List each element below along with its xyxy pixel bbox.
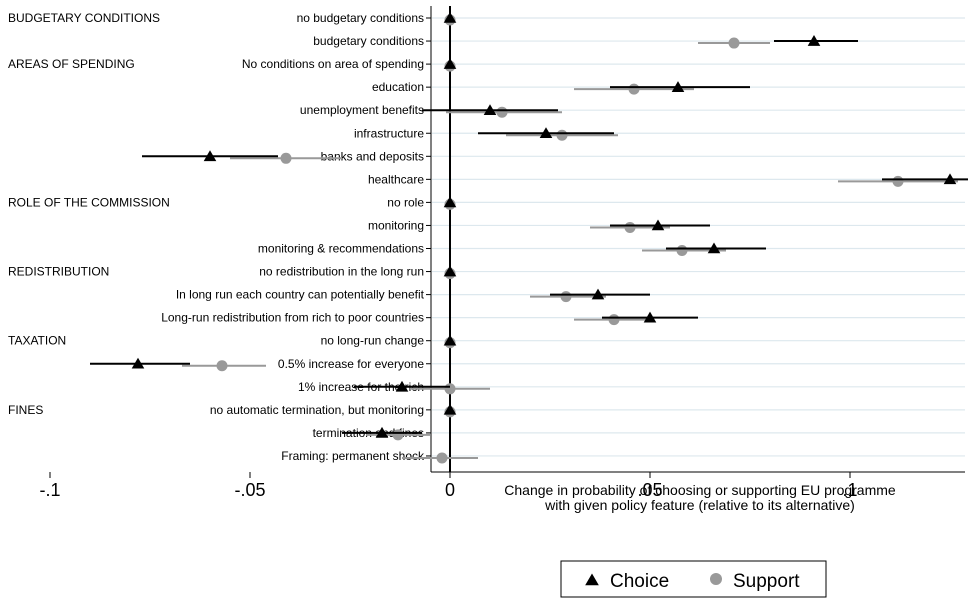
support-marker bbox=[216, 360, 228, 372]
category-label: no automatic termination, but monitoring bbox=[210, 403, 424, 417]
x-axis-title: Change in probability of choosing or sup… bbox=[504, 482, 896, 513]
category-label: budgetary conditions bbox=[313, 34, 424, 48]
support-marker bbox=[560, 291, 572, 303]
x-tick-label: 0 bbox=[445, 480, 455, 500]
category-label: Long-run redistribution from rich to poo… bbox=[161, 311, 424, 325]
choice-marker bbox=[443, 403, 457, 415]
support-marker bbox=[556, 129, 568, 141]
support-marker bbox=[496, 106, 508, 118]
choice-marker bbox=[443, 265, 457, 277]
x-tick-label: .1 bbox=[842, 480, 857, 500]
category-label: infrastructure bbox=[354, 126, 424, 140]
support-marker bbox=[392, 429, 404, 441]
choice-marker bbox=[443, 334, 457, 346]
category-label: no budgetary conditions bbox=[297, 11, 424, 25]
support-marker bbox=[608, 314, 620, 326]
category-label: no long-run change bbox=[321, 334, 425, 348]
choice-marker bbox=[443, 58, 457, 69]
x-axis-title-line: Change in probability of choosing or sup… bbox=[504, 482, 896, 498]
x-tick-label: .05 bbox=[637, 480, 662, 500]
category-label: education bbox=[372, 80, 424, 94]
support-marker bbox=[676, 245, 688, 256]
support-marker bbox=[892, 175, 904, 187]
group-label: BUDGETARY CONDITIONS bbox=[8, 11, 160, 25]
choice-marker bbox=[807, 35, 821, 46]
category-labels: no budgetary conditions budgetary conditi… bbox=[161, 11, 425, 463]
category-label: banks and deposits bbox=[321, 149, 424, 163]
group-label: AREAS OF SPENDING bbox=[8, 57, 135, 71]
legend: Choice Support bbox=[560, 560, 827, 598]
choice-marker bbox=[591, 288, 605, 300]
legend-choice-label: Choice bbox=[610, 571, 669, 592]
group-label: TAXATION bbox=[8, 334, 66, 348]
choice-marker bbox=[707, 242, 721, 254]
category-label: Framing: permanent shock bbox=[281, 449, 425, 463]
category-label: No conditions on area of spending bbox=[242, 57, 424, 71]
group-label: FINES bbox=[8, 403, 43, 417]
category-label: unemployment benefits bbox=[300, 103, 424, 117]
category-label: In long run each country can potentially… bbox=[176, 288, 425, 302]
choice-marker bbox=[643, 311, 657, 323]
choice-marker bbox=[539, 127, 553, 139]
choice-marker bbox=[395, 380, 409, 392]
choice-marker bbox=[943, 173, 957, 185]
legend-box bbox=[560, 560, 827, 598]
support-marker bbox=[444, 383, 456, 395]
legend-choice-marker bbox=[585, 573, 599, 586]
group-label: REDISTRIBUTION bbox=[8, 265, 109, 279]
support-marker bbox=[624, 221, 636, 233]
x-tick-label: -.1 bbox=[39, 480, 60, 500]
support-marker bbox=[628, 83, 640, 95]
x-axis-title-line: with given policy feature (relative to i… bbox=[544, 497, 855, 513]
choice-series bbox=[90, 12, 968, 438]
choice-marker bbox=[443, 12, 457, 23]
choice-marker bbox=[375, 426, 389, 438]
choice-marker bbox=[651, 219, 665, 231]
category-label: no redistribution in the long run bbox=[259, 265, 424, 279]
category-label: monitoring & recommendations bbox=[258, 242, 424, 256]
legend-support-marker bbox=[710, 573, 722, 585]
support-marker bbox=[728, 37, 740, 49]
choice-marker bbox=[671, 81, 685, 92]
support-marker bbox=[280, 152, 292, 164]
choice-marker bbox=[131, 357, 145, 369]
category-label: healthcare bbox=[368, 172, 424, 186]
category-label: no role bbox=[387, 195, 424, 209]
category-label: monitoring bbox=[368, 218, 424, 232]
choice-marker bbox=[483, 104, 497, 115]
choice-marker bbox=[443, 196, 457, 208]
choice-marker bbox=[203, 150, 217, 162]
category-label: 0.5% increase for everyone bbox=[278, 357, 424, 371]
group-labels: BUDGETARY CONDITIONS AREAS OF SPENDING ROL… bbox=[8, 11, 170, 417]
group-label: ROLE OF THE COMMISSION bbox=[8, 195, 170, 209]
x-tick-label: -.05 bbox=[234, 480, 265, 500]
support-marker bbox=[436, 452, 448, 464]
x-axis: -.1-.050.05.1.15 bbox=[39, 6, 965, 500]
legend-support-label: Support bbox=[733, 571, 800, 592]
